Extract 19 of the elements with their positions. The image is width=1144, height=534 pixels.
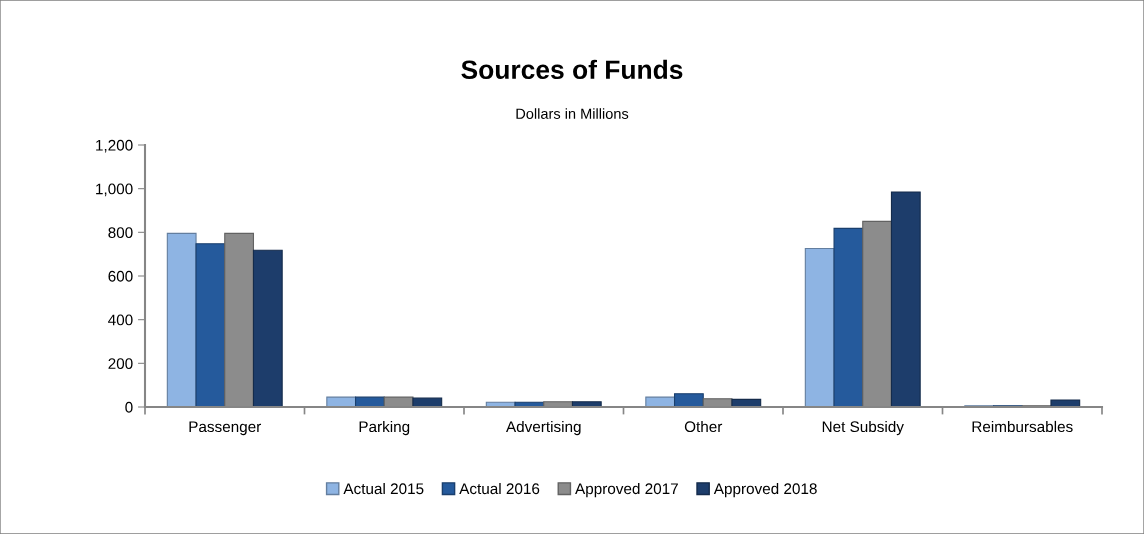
x-tick-label: Parking bbox=[359, 420, 410, 436]
legend-label: Approved 2018 bbox=[713, 482, 817, 498]
x-tick-label: Net Subsidy bbox=[822, 420, 904, 436]
y-tick-label: 1,000 bbox=[96, 183, 133, 197]
x-tick-label: Reimbursables bbox=[972, 420, 1073, 433]
y-tick-label: 600 bbox=[108, 270, 133, 282]
legend-label: Actual 2016 bbox=[459, 482, 540, 495]
y-tick-label: 1,200 bbox=[96, 139, 133, 153]
x-tick-label: Passenger bbox=[189, 421, 262, 436]
y-tick-label: 200 bbox=[108, 358, 133, 370]
y-tick-label: 400 bbox=[108, 314, 133, 326]
legend-label: Approved 2017 bbox=[575, 482, 678, 498]
legend-label: Actual 2015 bbox=[343, 482, 424, 495]
x-tick-label: Other bbox=[684, 420, 723, 433]
chart-subtitle: Dollars in Millions bbox=[516, 108, 629, 119]
y-tick-label: 0 bbox=[125, 401, 133, 413]
x-tick-label: Advertising bbox=[505, 420, 581, 436]
y-tick-label: 800 bbox=[108, 227, 133, 239]
chart-title: Sources of Funds bbox=[461, 59, 683, 80]
